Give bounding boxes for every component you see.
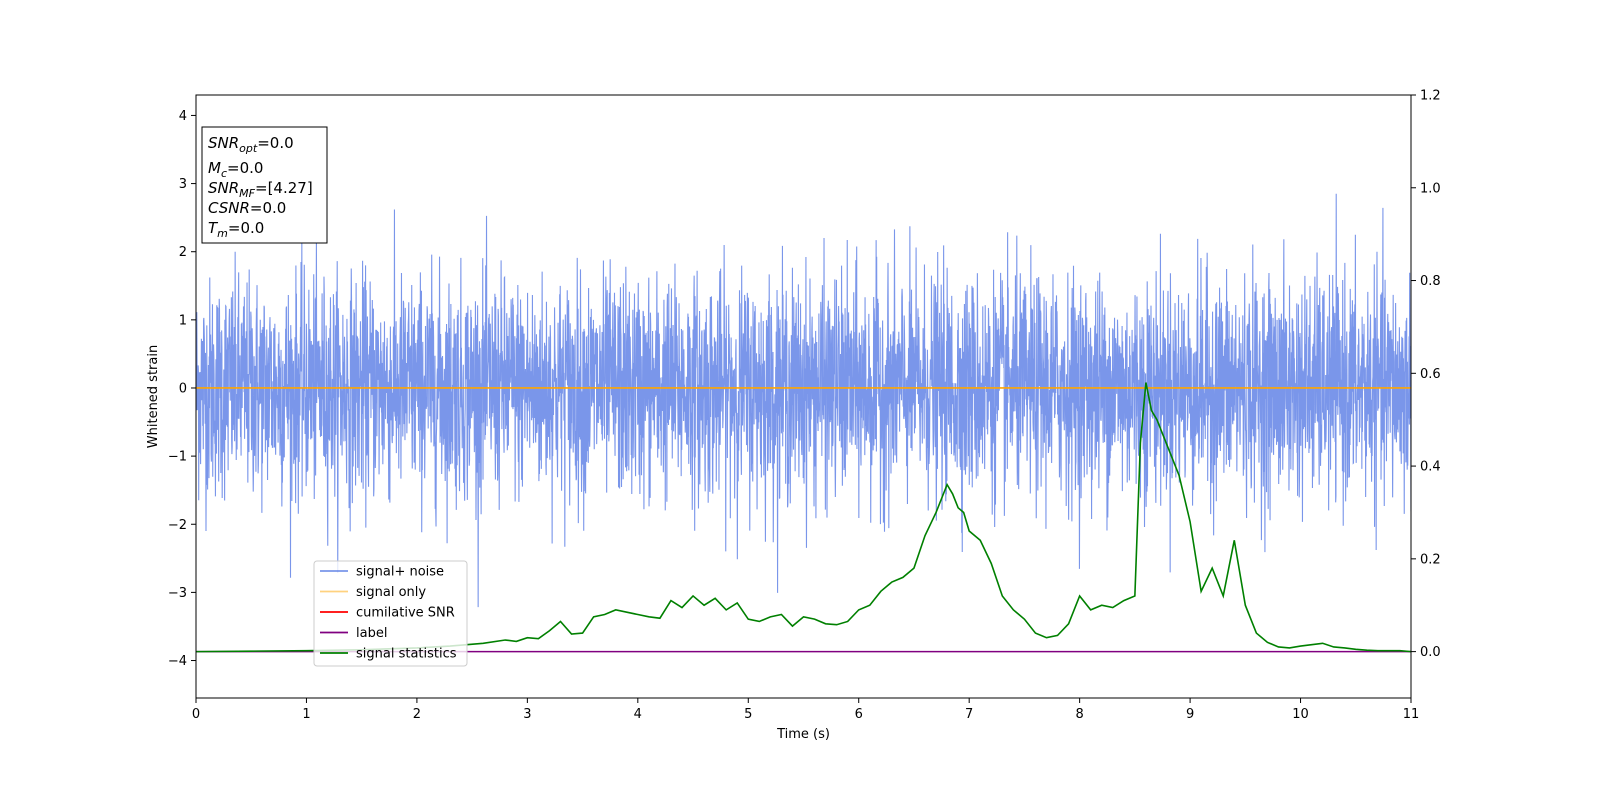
legend-label: signal only	[356, 585, 426, 600]
x-tick-label: 5	[744, 707, 752, 722]
x-tick-label: 2	[413, 707, 421, 722]
x-tick-label: 8	[1075, 707, 1083, 722]
info-line: SNRopt=0.0	[208, 134, 294, 155]
y2-tick-label: 0.6	[1420, 367, 1441, 382]
y2-tick-label: 0.8	[1420, 274, 1441, 289]
y2-tick-label: 0.0	[1420, 645, 1441, 660]
y-tick-label: 0	[179, 381, 187, 396]
x-tick-label: 10	[1292, 707, 1309, 722]
info-line: CSNR=0.0	[208, 199, 286, 217]
x-tick-label: 6	[855, 707, 863, 722]
info-line: SNRMF=[4.27]	[208, 179, 313, 200]
y2-tick-label: 1.0	[1420, 181, 1441, 196]
series-signal-noise-line	[196, 193, 1411, 608]
legend-label: signal+ noise	[356, 565, 444, 580]
legend-frame	[313, 560, 468, 667]
y-tick-label: 4	[179, 109, 187, 124]
x-tick-label: 3	[523, 707, 531, 722]
y-tick-label: −1	[168, 450, 187, 465]
y-tick-label: −3	[168, 586, 187, 601]
x-tick-label: 9	[1186, 707, 1194, 722]
y2-tick-label: 1.2	[1420, 89, 1441, 104]
x-tick-label: 0	[192, 707, 200, 722]
info-line: Tm=0.0	[208, 219, 264, 240]
axes-frame	[195, 94, 1412, 699]
y-axis-label: Whitened strain	[146, 345, 161, 448]
x-tick-label: 7	[965, 707, 973, 722]
x-axis-ticks: 0 1 2 3 4 5 6 7 8 9 10 11	[192, 698, 1419, 722]
y-tick-label: 3	[179, 177, 187, 192]
y-tick-label: 2	[179, 245, 187, 260]
series-signal-statistics-line	[196, 382, 1411, 653]
legend-label: label	[356, 626, 387, 641]
x-axis-label: Time (s)	[776, 727, 830, 742]
y-tick-label: 1	[179, 313, 187, 328]
x-tick-label: 11	[1403, 707, 1420, 722]
y-tick-label: −2	[168, 518, 187, 533]
y2-tick-label: 0.4	[1420, 460, 1441, 475]
y-axis-ticks: −4 −3 −2 −1 0 1 2 3 4	[168, 109, 196, 669]
x-tick-label: 1	[302, 707, 310, 722]
y2-tick-label: 0.2	[1420, 552, 1441, 567]
y-tick-label: −4	[168, 654, 187, 669]
y2-axis-ticks: 0.0 0.2 0.4 0.6 0.8 1.0 1.2	[1411, 89, 1441, 660]
legend-label: signal statistics	[356, 647, 457, 662]
legend-label: cumilative SNR	[356, 606, 455, 621]
x-tick-label: 4	[634, 707, 642, 722]
info-line: Mc=0.0	[208, 159, 263, 180]
legend: signal+ noise signal only cumilative SNR la…	[313, 560, 468, 667]
info-box-frame	[201, 126, 328, 244]
